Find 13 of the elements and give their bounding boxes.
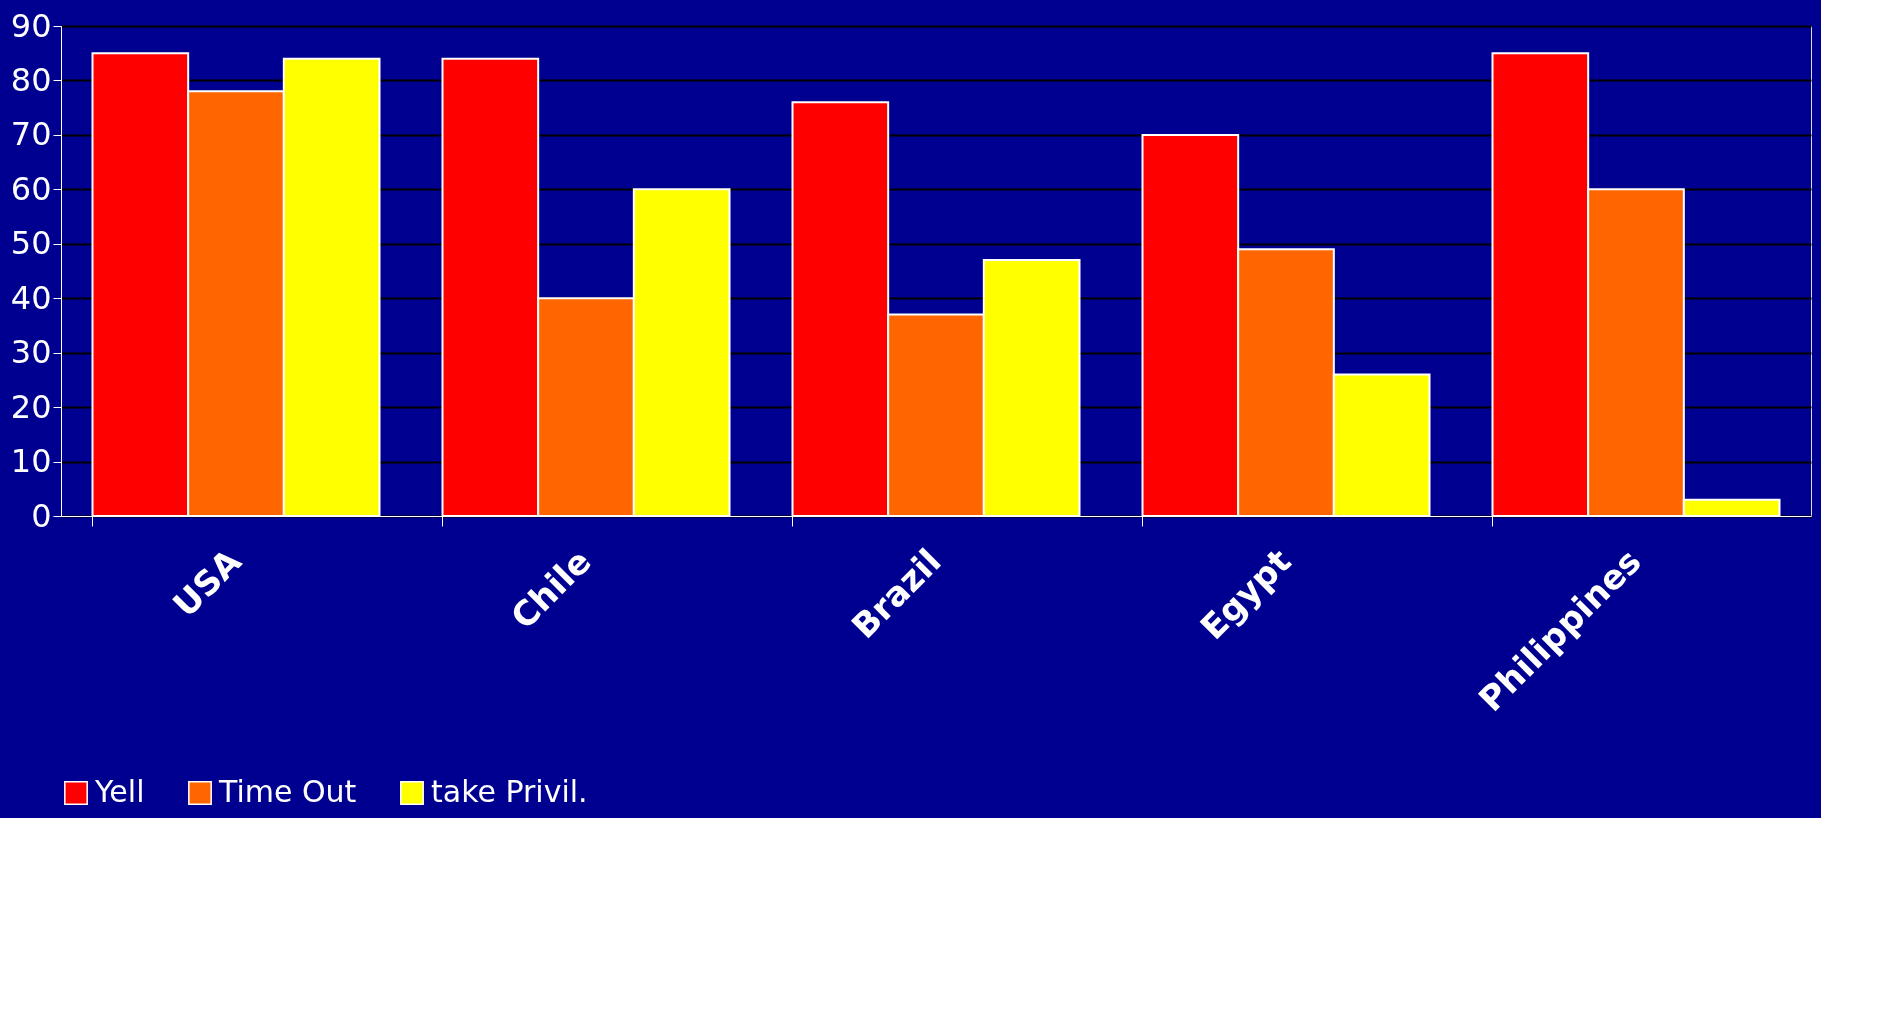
- y-tick-label: 90: [10, 6, 52, 45]
- y-tick-label: 10: [10, 442, 52, 481]
- y-tick-label: 60: [10, 169, 52, 208]
- y-tick-label: 70: [10, 115, 52, 154]
- y-tick-label: 80: [10, 60, 52, 99]
- legend-label: Yell: [94, 774, 145, 809]
- legend-label: Time Out: [218, 774, 357, 809]
- y-tick-label: 20: [10, 387, 52, 426]
- y-tick-label: 40: [10, 278, 52, 317]
- y-tick-label: 50: [10, 224, 52, 263]
- y-tick-label: 0: [31, 496, 52, 535]
- y-tick-label: 30: [10, 333, 52, 372]
- legend-label: take Privil.: [431, 774, 588, 809]
